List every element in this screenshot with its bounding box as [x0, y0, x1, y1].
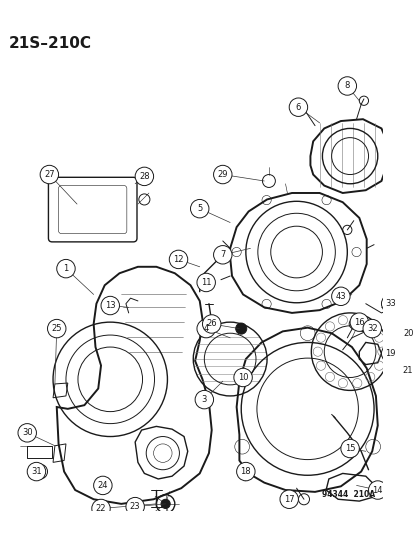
Circle shape [406, 342, 413, 361]
Text: 17: 17 [283, 495, 294, 504]
Circle shape [340, 439, 358, 458]
Circle shape [92, 499, 110, 518]
Circle shape [18, 424, 36, 442]
Text: 27: 27 [44, 170, 55, 179]
Text: 21: 21 [401, 366, 411, 375]
Circle shape [57, 260, 75, 278]
Circle shape [233, 368, 252, 387]
Circle shape [235, 323, 246, 334]
Circle shape [40, 165, 59, 184]
Circle shape [236, 462, 254, 481]
Circle shape [213, 165, 231, 184]
Text: 31: 31 [31, 467, 42, 476]
Text: 26: 26 [206, 319, 216, 328]
Text: 12: 12 [173, 255, 183, 264]
Circle shape [197, 273, 215, 292]
Text: 24: 24 [97, 481, 108, 490]
Text: 4: 4 [203, 324, 208, 333]
Text: 1: 1 [63, 264, 69, 273]
Circle shape [289, 98, 307, 116]
Circle shape [406, 154, 413, 172]
Text: 28: 28 [139, 172, 150, 181]
Text: 19: 19 [385, 349, 395, 358]
Circle shape [380, 344, 399, 363]
Circle shape [349, 313, 368, 332]
Text: 18: 18 [240, 467, 251, 476]
Circle shape [380, 294, 399, 313]
Circle shape [399, 324, 413, 342]
Text: 94344  210A: 94344 210A [321, 490, 374, 499]
Text: 32: 32 [366, 324, 377, 333]
Text: 3: 3 [201, 395, 206, 404]
Circle shape [368, 481, 386, 499]
Circle shape [195, 390, 213, 409]
Text: 33: 33 [385, 299, 395, 308]
Text: 11: 11 [200, 278, 211, 287]
Circle shape [135, 167, 153, 185]
Circle shape [213, 246, 231, 264]
Text: 8: 8 [344, 82, 349, 91]
Text: 22: 22 [95, 504, 106, 513]
Circle shape [126, 497, 144, 516]
Text: 15: 15 [344, 444, 354, 453]
Text: 13: 13 [104, 301, 115, 310]
Text: 7: 7 [220, 251, 225, 259]
Circle shape [101, 296, 119, 315]
Text: 20: 20 [403, 329, 413, 338]
Text: 16: 16 [353, 318, 364, 327]
Text: 21S–210C: 21S–210C [9, 36, 92, 51]
Circle shape [397, 361, 413, 379]
Text: 5: 5 [197, 204, 202, 213]
Circle shape [169, 250, 187, 269]
Circle shape [331, 287, 349, 305]
Text: 6: 6 [295, 103, 300, 112]
Circle shape [362, 319, 380, 338]
Circle shape [27, 462, 45, 481]
Text: 43: 43 [335, 292, 345, 301]
Text: 10: 10 [237, 373, 248, 382]
Circle shape [93, 476, 112, 495]
Circle shape [190, 199, 209, 218]
Circle shape [202, 315, 221, 333]
Text: 25: 25 [51, 324, 62, 333]
Text: 29: 29 [217, 170, 228, 179]
Circle shape [47, 319, 66, 338]
Text: 23: 23 [130, 502, 140, 511]
Circle shape [161, 499, 170, 508]
Text: 30: 30 [22, 429, 33, 438]
Text: 14: 14 [372, 486, 382, 495]
Circle shape [279, 490, 298, 508]
Circle shape [337, 77, 356, 95]
Circle shape [197, 319, 215, 338]
